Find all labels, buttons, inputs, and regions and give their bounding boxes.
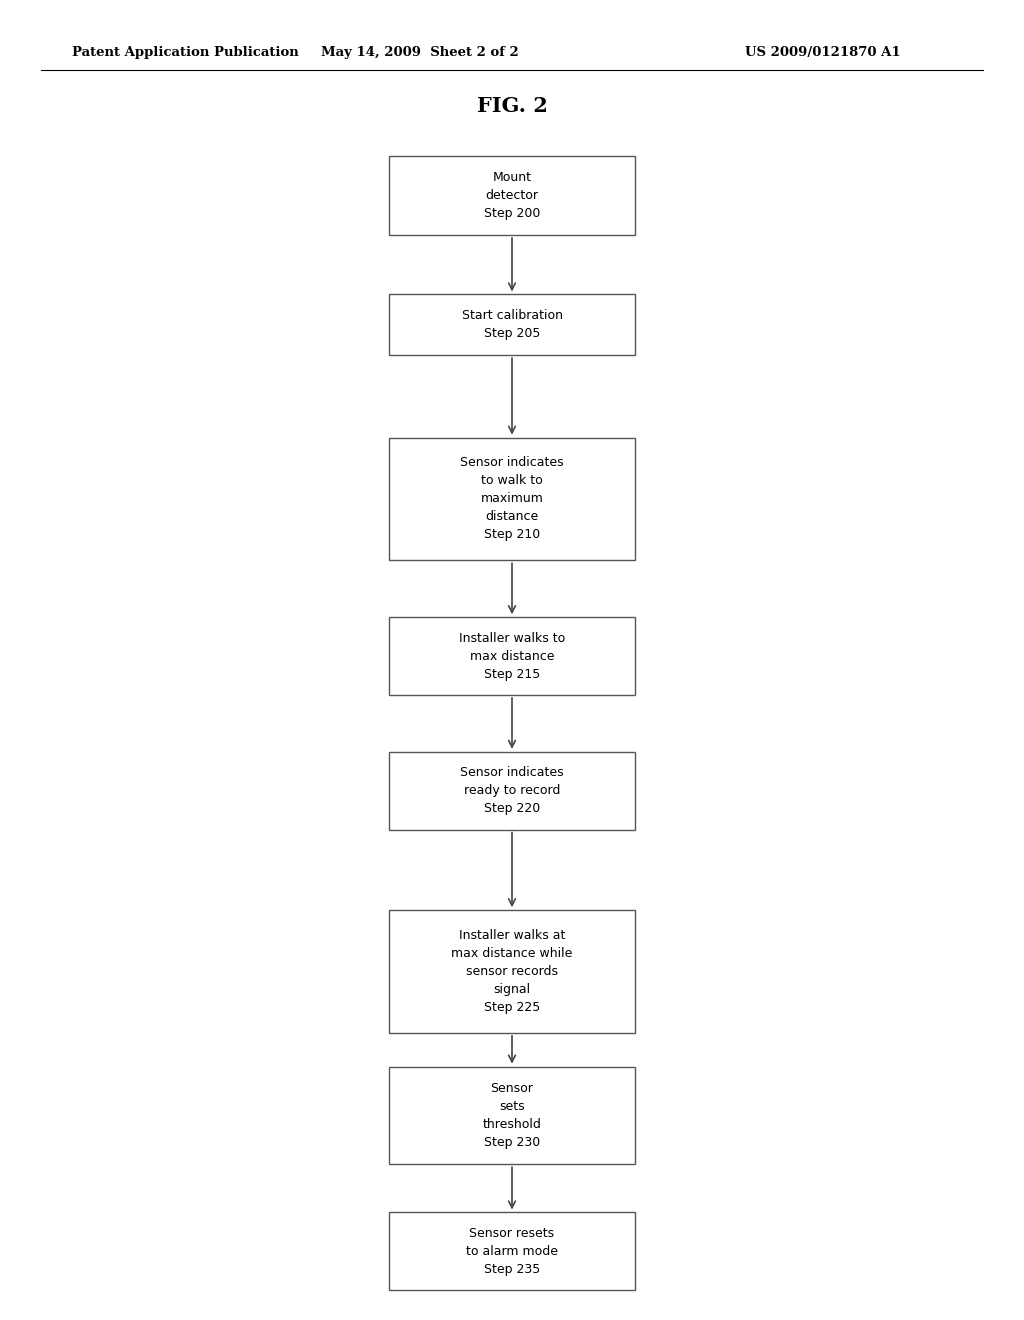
Text: US 2009/0121870 A1: US 2009/0121870 A1 xyxy=(745,46,901,59)
Text: Sensor
sets
threshold
Step 230: Sensor sets threshold Step 230 xyxy=(482,1082,542,1148)
Bar xyxy=(389,1212,635,1291)
Bar xyxy=(389,911,635,1032)
Text: Start calibration
Step 205: Start calibration Step 205 xyxy=(462,309,562,341)
Bar xyxy=(389,752,635,829)
Text: Patent Application Publication: Patent Application Publication xyxy=(72,46,298,59)
Text: Installer walks to
max distance
Step 215: Installer walks to max distance Step 215 xyxy=(459,631,565,681)
Text: May 14, 2009  Sheet 2 of 2: May 14, 2009 Sheet 2 of 2 xyxy=(321,46,519,59)
Text: Sensor indicates
ready to record
Step 220: Sensor indicates ready to record Step 22… xyxy=(460,766,564,816)
Text: Mount
detector
Step 200: Mount detector Step 200 xyxy=(483,170,541,220)
Text: Sensor indicates
to walk to
maximum
distance
Step 210: Sensor indicates to walk to maximum dist… xyxy=(460,457,564,541)
Bar xyxy=(389,1067,635,1164)
Bar xyxy=(389,294,635,355)
Text: Installer walks at
max distance while
sensor records
signal
Step 225: Installer walks at max distance while se… xyxy=(452,929,572,1014)
Text: FIG. 2: FIG. 2 xyxy=(476,95,548,116)
Text: Sensor resets
to alarm mode
Step 235: Sensor resets to alarm mode Step 235 xyxy=(466,1226,558,1276)
Bar xyxy=(389,618,635,694)
Bar xyxy=(389,156,635,235)
Bar xyxy=(389,438,635,560)
